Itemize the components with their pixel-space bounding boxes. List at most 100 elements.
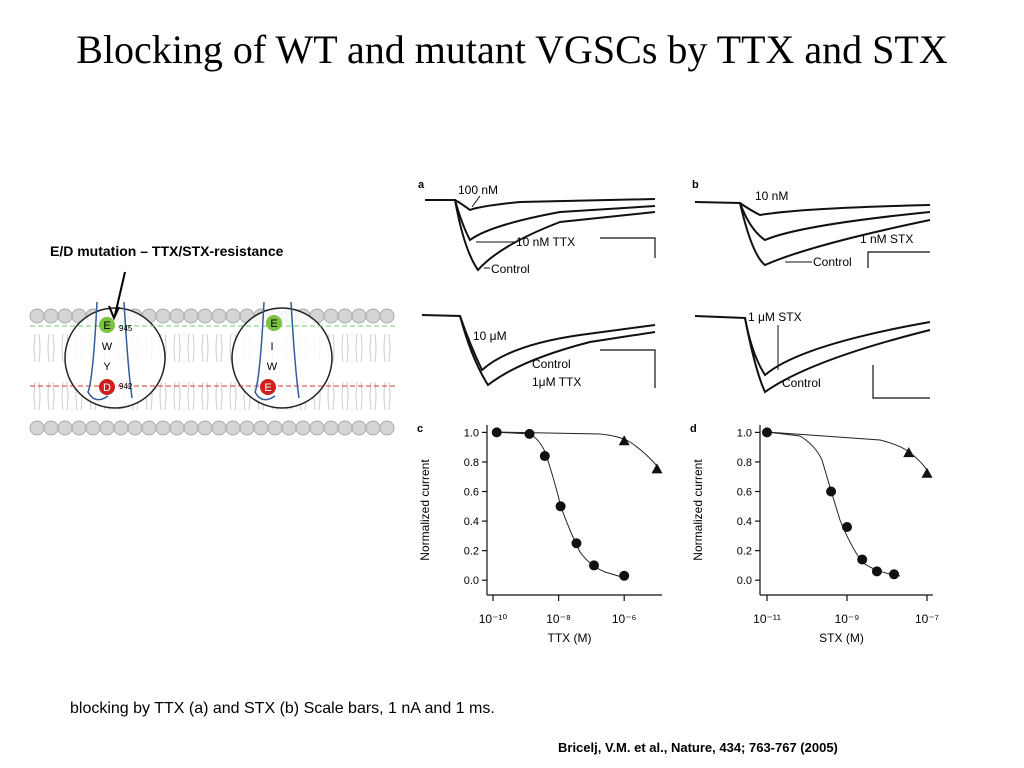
trace xyxy=(454,199,656,272)
lipid-tail xyxy=(369,333,372,363)
x-tick-label: 10⁻⁷ xyxy=(915,612,939,626)
lipid-tail xyxy=(201,333,204,363)
lipid-head xyxy=(155,420,171,436)
lipid-tail xyxy=(33,381,36,411)
residue: E xyxy=(103,320,110,332)
lipid-tail xyxy=(327,381,330,411)
x-axis-label: STX (M) xyxy=(819,631,864,645)
lipid-head xyxy=(267,420,283,436)
lipid-head xyxy=(183,420,199,436)
lipid-tail xyxy=(229,381,232,411)
scale-bar xyxy=(600,237,656,258)
lipid-head xyxy=(239,420,255,436)
arrow xyxy=(114,271,126,316)
lipid-tail xyxy=(187,381,190,411)
y-tick-label: 0.8 xyxy=(464,457,479,469)
fit-curve xyxy=(766,431,901,577)
lipid-tail xyxy=(178,333,181,363)
lipid-tail xyxy=(341,381,344,411)
trace-label: Control xyxy=(813,255,852,269)
lipid-tail xyxy=(215,333,218,363)
panel-letter: a xyxy=(418,179,425,191)
trace-label: Control xyxy=(532,357,571,371)
lipid-tail xyxy=(332,381,335,411)
lipid-head xyxy=(85,420,101,436)
lipid-head xyxy=(197,420,213,436)
data-point xyxy=(762,427,772,438)
lipid-head xyxy=(71,420,87,436)
membrane xyxy=(29,308,395,436)
trace xyxy=(739,202,931,267)
y-tick-label: 0.6 xyxy=(737,487,752,499)
x-tick-label: 10⁻¹¹ xyxy=(753,612,781,626)
trace xyxy=(425,198,656,212)
lipid-tail xyxy=(374,333,377,363)
trace xyxy=(739,202,931,242)
lipid-head xyxy=(57,308,73,324)
leader xyxy=(471,195,481,208)
trace-label: 1 μM STX xyxy=(748,310,802,324)
lipid-head xyxy=(197,308,213,324)
lipid-tail xyxy=(192,333,195,363)
data-point xyxy=(889,569,900,580)
lipid-tail xyxy=(360,333,363,363)
lipid-head xyxy=(43,308,59,324)
fit-curve xyxy=(492,431,658,467)
lipid-head xyxy=(281,420,297,436)
lipid-tail xyxy=(388,333,391,363)
x-tick-label: 10⁻⁶ xyxy=(612,612,637,626)
lipid-tail xyxy=(220,381,223,411)
lipid-tail xyxy=(229,333,232,363)
residue-number: 945 xyxy=(119,324,133,333)
scale-bar xyxy=(600,349,656,388)
data-point xyxy=(571,538,582,549)
pore-loop xyxy=(123,301,133,399)
lipid-tail xyxy=(346,333,349,363)
trace-label: 100 nM xyxy=(458,183,498,197)
lipid-tail xyxy=(33,333,36,363)
data-point xyxy=(588,560,599,571)
lipid-tail xyxy=(388,381,391,411)
lipid-tail xyxy=(360,381,363,411)
lipid-head xyxy=(365,420,381,436)
lipid-head xyxy=(211,308,227,324)
trace xyxy=(454,199,656,242)
lipid-head xyxy=(351,308,367,324)
residue: W xyxy=(267,361,278,373)
channel-wt xyxy=(64,307,166,409)
lipid-head xyxy=(211,420,227,436)
panel-letter: c xyxy=(417,423,423,435)
lipid-tail xyxy=(192,381,195,411)
lipid-head xyxy=(183,308,199,324)
lipid-tail xyxy=(201,381,204,411)
y-tick-label: 1.0 xyxy=(737,427,752,439)
lipid-tail xyxy=(355,333,358,363)
residue: D xyxy=(103,382,111,394)
y-axis-label: Normalized current xyxy=(418,459,432,561)
lipid-head xyxy=(155,308,171,324)
lipid-head xyxy=(253,420,269,436)
lipid-tail xyxy=(47,333,50,363)
data-point xyxy=(651,463,663,474)
x-axis-label: TTX (M) xyxy=(548,631,592,645)
trace-label: Control xyxy=(782,376,821,390)
lipid-head xyxy=(169,308,185,324)
lipid-tail xyxy=(206,333,209,363)
lipid-head xyxy=(141,420,157,436)
lipid-tail xyxy=(332,333,335,363)
lipid-head xyxy=(337,308,353,324)
residue-dot xyxy=(99,379,115,395)
lipid-tail xyxy=(47,381,50,411)
lipid-tail xyxy=(220,333,223,363)
data-point xyxy=(618,435,630,446)
pore-loop xyxy=(254,301,276,401)
lipid-head xyxy=(169,420,185,436)
residue: E xyxy=(264,382,271,394)
lipid-head xyxy=(225,308,241,324)
lipid-head xyxy=(99,420,115,436)
data-point xyxy=(826,486,837,497)
data-point xyxy=(524,428,535,439)
lipid-tail xyxy=(374,381,377,411)
